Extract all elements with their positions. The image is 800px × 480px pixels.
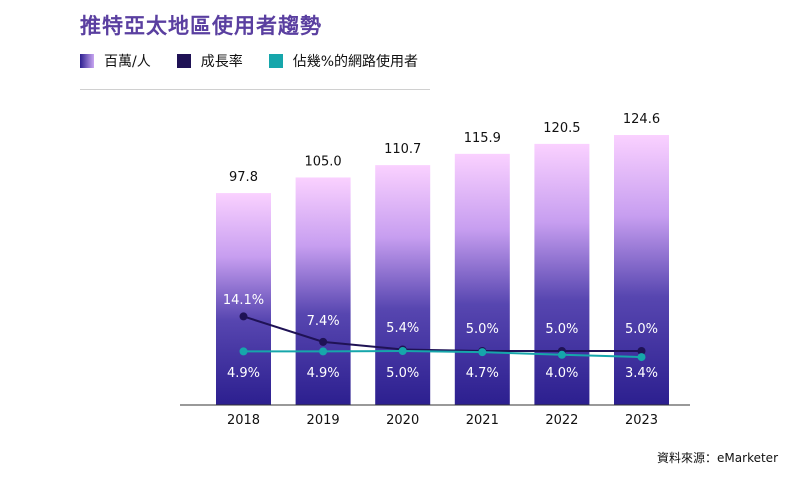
bar-2019 bbox=[295, 177, 351, 405]
bar-value-label-2019: 105.0 bbox=[304, 154, 341, 169]
legend-divider bbox=[80, 89, 430, 90]
share-label-2019: 4.9% bbox=[307, 366, 340, 381]
growth-point-2018 bbox=[239, 312, 248, 321]
legend-label-users: 百萬/人 bbox=[104, 54, 151, 70]
share-point-2022 bbox=[557, 350, 566, 359]
growth-label-2018: 14.1% bbox=[223, 293, 264, 308]
growth-point-2019 bbox=[319, 337, 328, 346]
bar-value-label-2023: 124.6 bbox=[623, 112, 660, 127]
x-tick-label-2023: 2023 bbox=[625, 413, 658, 428]
share-point-2019 bbox=[319, 347, 328, 356]
share-point-2020 bbox=[398, 347, 407, 355]
bar-value-label-2018: 97.8 bbox=[229, 170, 258, 185]
bar-2018 bbox=[216, 193, 271, 405]
legend-label-growth: 成長率 bbox=[200, 54, 243, 70]
share-label-2022: 4.0% bbox=[545, 366, 578, 381]
share-line bbox=[243, 349, 642, 359]
legend-item-share: 佔幾%的網路使用者 bbox=[268, 51, 419, 71]
chart-title: 推特亞太地區使用者趨勢 bbox=[80, 14, 322, 38]
legend-swatch-share bbox=[268, 54, 283, 68]
growth-label-2021: 5.0% bbox=[466, 322, 499, 337]
share-point-2021 bbox=[478, 348, 487, 357]
growth-point-2023 bbox=[637, 347, 646, 355]
bar-value-label-2020: 110.7 bbox=[384, 142, 421, 157]
bar-2023 bbox=[614, 135, 669, 405]
bar-2020 bbox=[375, 165, 431, 405]
x-tick-label-2021: 2021 bbox=[466, 413, 499, 428]
x-tick-label-2022: 2022 bbox=[545, 413, 578, 428]
share-point-2023 bbox=[637, 353, 646, 362]
source-note: 資料來源：eMarketer bbox=[657, 451, 778, 465]
legend: 百萬/人 成長率 佔幾%的網路使用者 bbox=[80, 50, 444, 72]
bar-value-label-2022: 120.5 bbox=[543, 121, 580, 136]
legend-label-share: 佔幾%的網路使用者 bbox=[292, 54, 419, 70]
share-label-2021: 4.7% bbox=[466, 366, 499, 381]
bar-2022 bbox=[534, 143, 590, 405]
x-tick-label-2020: 2020 bbox=[386, 413, 419, 428]
legend-swatch-users bbox=[80, 54, 94, 68]
share-point-2018 bbox=[239, 347, 248, 356]
growth-label-2022: 5.0% bbox=[545, 322, 578, 337]
growth-label-2023: 5.0% bbox=[625, 322, 658, 337]
x-tick-label-2019: 2019 bbox=[307, 413, 340, 428]
bar-value-label-2021: 115.9 bbox=[464, 131, 501, 146]
growth-label-2020: 5.4% bbox=[386, 321, 419, 336]
bar-2021 bbox=[454, 153, 510, 405]
growth-line bbox=[243, 315, 642, 352]
share-label-2023: 3.4% bbox=[625, 366, 658, 381]
legend-swatch-growth bbox=[176, 54, 191, 68]
legend-item-users: 百萬/人 bbox=[80, 51, 151, 71]
x-tick-label-2018: 2018 bbox=[227, 413, 260, 428]
share-label-2018: 4.9% bbox=[227, 366, 260, 381]
legend-item-growth: 成長率 bbox=[176, 51, 243, 71]
growth-label-2019: 7.4% bbox=[307, 314, 340, 329]
share-label-2020: 5.0% bbox=[386, 366, 419, 381]
